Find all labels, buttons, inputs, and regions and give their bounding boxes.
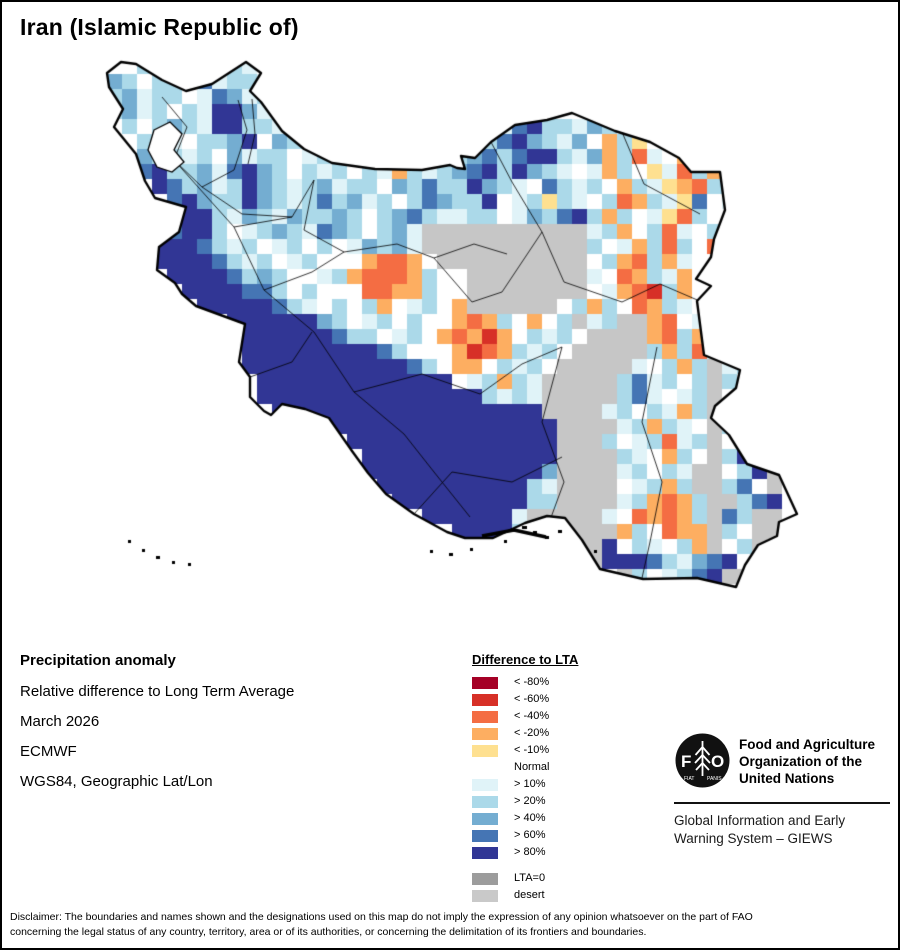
fao-name: Food and Agriculture Organization of the U…	[739, 736, 875, 787]
legend-item: > 60%	[472, 827, 578, 844]
legend-swatch	[472, 889, 498, 902]
legend-item: < -40%	[472, 708, 578, 725]
legend-item: desert	[472, 887, 578, 904]
legend-items: < -80% < -60% < -40% < -20% < -10% Normal > 10…	[472, 674, 578, 861]
legend-item: Normal	[472, 759, 578, 776]
legend-label: Normal	[514, 761, 550, 773]
legend-title: Difference to LTA	[472, 652, 579, 667]
legend-item: > 40%	[472, 810, 578, 827]
legend-label: < -80%	[514, 676, 550, 688]
svg-text:O: O	[711, 752, 724, 771]
legend-label: < -10%	[514, 744, 550, 756]
legend-swatch	[472, 761, 498, 774]
giews-line: Global Information and Early	[674, 813, 846, 828]
legend-item: > 10%	[472, 776, 578, 793]
legend-swatch	[472, 872, 498, 885]
info-line-projection: WGS84, Geographic Lat/Lon	[20, 773, 213, 790]
legend-swatch	[472, 693, 498, 706]
svg-text:FIAT: FIAT	[684, 776, 694, 782]
legend-item: LTA=0	[472, 870, 578, 887]
legend-item: < -80%	[472, 674, 578, 691]
fao-separator-line	[674, 802, 890, 804]
legend-swatch	[472, 676, 498, 689]
legend-swatch	[472, 829, 498, 842]
giews-programme-name: Global Information and Early Warning Syst…	[674, 812, 845, 848]
info-line-description: Relative difference to Long Term Average	[20, 683, 295, 700]
legend-item: < -60%	[472, 691, 578, 708]
legend-swatch	[472, 846, 498, 859]
map-info-block: Precipitation anomaly Relative differenc…	[20, 652, 294, 803]
legend-label: > 20%	[514, 795, 546, 807]
legend-label: < -20%	[514, 727, 550, 739]
info-heading: Precipitation anomaly	[20, 652, 176, 669]
legend: Difference to LTA < -80% < -60% < -40% < -2…	[472, 652, 578, 904]
legend-label: LTA=0	[514, 872, 546, 884]
legend-swatch	[472, 812, 498, 825]
legend-swatch	[472, 778, 498, 791]
disclaimer-line: concerning the legal status of any count…	[10, 926, 647, 938]
legend-label: > 60%	[514, 829, 546, 841]
legend-item: < -10%	[472, 742, 578, 759]
disclaimer-line: Disclaimer: The boundaries and names sho…	[10, 911, 753, 923]
fao-logo-icon: F O FIAT PANIS	[675, 733, 730, 788]
legend-swatch	[472, 727, 498, 740]
legend-swatch	[472, 744, 498, 757]
legend-swatch	[472, 710, 498, 723]
disclaimer-text: Disclaimer: The boundaries and names sho…	[10, 910, 894, 940]
legend-item: < -20%	[472, 725, 578, 742]
legend-item: > 20%	[472, 793, 578, 810]
legend-label: > 40%	[514, 812, 546, 824]
fao-name-line: United Nations	[739, 771, 835, 786]
fao-name-line: Food and Agriculture	[739, 737, 875, 752]
legend-label: desert	[514, 889, 545, 901]
info-line-source: ECMWF	[20, 743, 77, 760]
legend-extra-items: LTA=0 desert	[472, 870, 578, 904]
legend-swatch	[472, 795, 498, 808]
giews-line: Warning System – GIEWS	[674, 831, 833, 846]
svg-text:PANIS: PANIS	[707, 776, 722, 782]
legend-item: > 80%	[472, 844, 578, 861]
legend-label: < -60%	[514, 693, 550, 705]
info-line-date: March 2026	[20, 713, 100, 730]
svg-text:F: F	[681, 752, 691, 771]
legend-label: < -40%	[514, 710, 550, 722]
legend-label: > 10%	[514, 778, 546, 790]
fao-name-line: Organization of the	[739, 754, 862, 769]
legend-label: > 80%	[514, 846, 546, 858]
page-title: Iran (Islamic Republic of)	[20, 14, 299, 40]
iran-precipitation-anomaly-map	[2, 2, 898, 662]
